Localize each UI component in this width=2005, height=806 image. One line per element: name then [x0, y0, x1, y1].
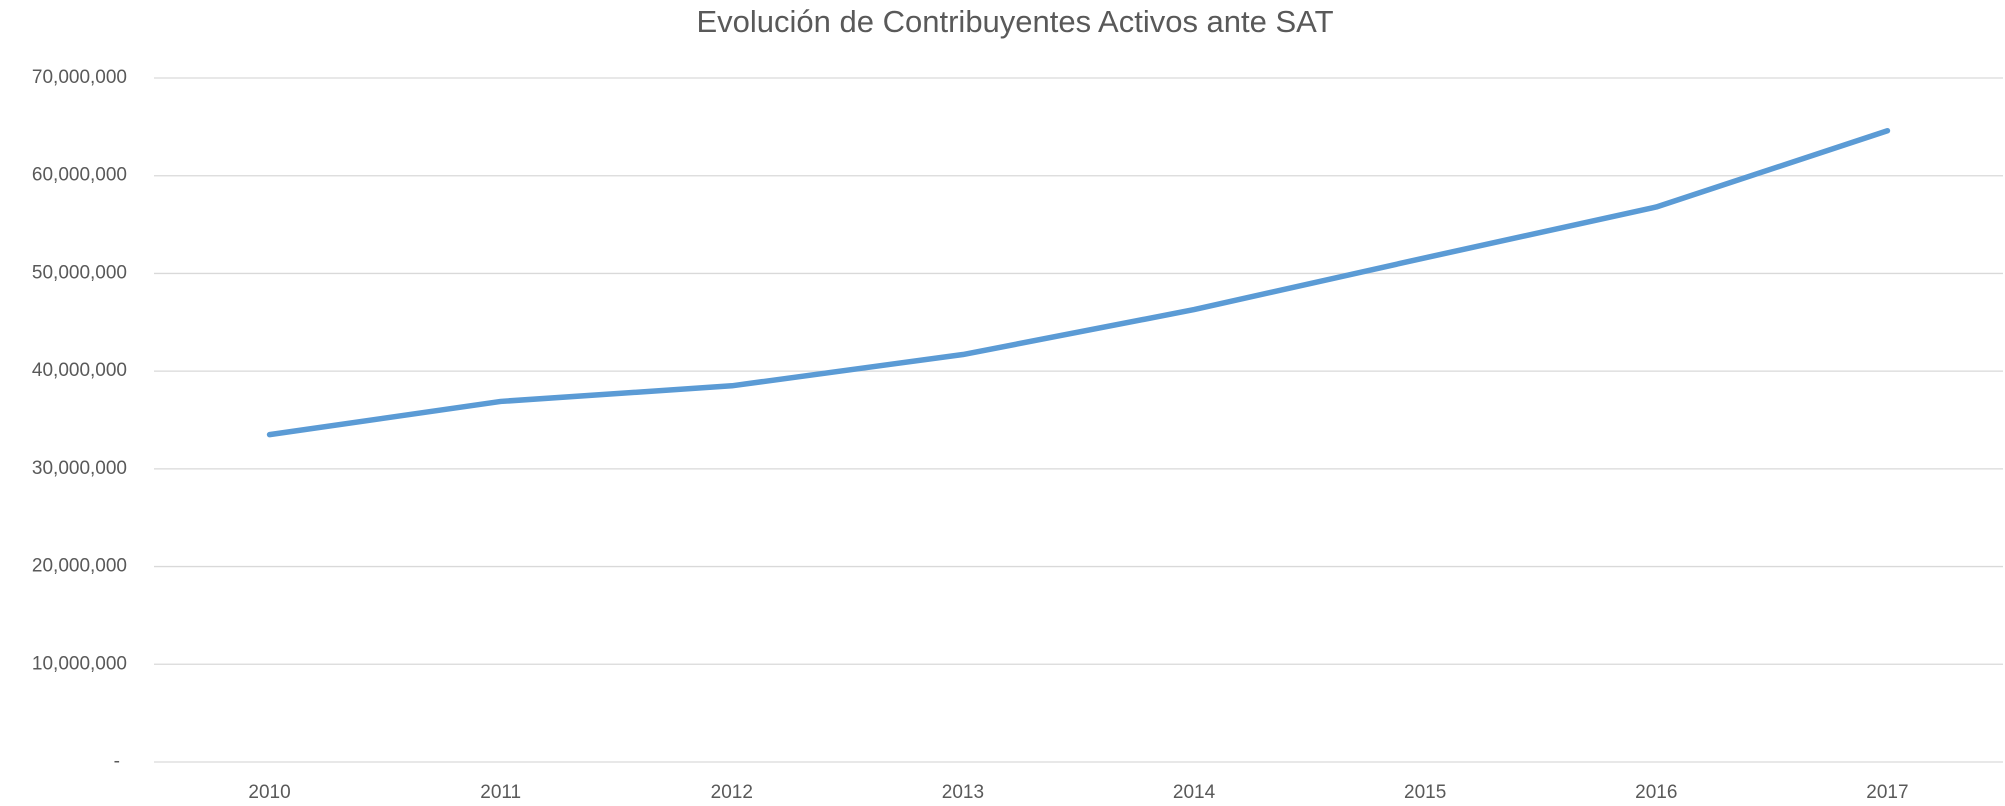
y-tick-label: 30,000,000 [32, 458, 127, 479]
chart-title: Evolución de Contribuyentes Activos ante… [697, 4, 1334, 39]
x-tick-label: 2014 [1173, 782, 1216, 803]
x-tick-label: 2012 [711, 782, 753, 803]
y-tick-label: - [114, 751, 120, 772]
y-tick-label: 20,000,000 [32, 556, 127, 577]
y-tick-label: 50,000,000 [32, 262, 127, 283]
data-line [266, 128, 1891, 438]
y-tick-label: 10,000,000 [32, 653, 127, 674]
x-tick-label: 2016 [1635, 782, 1677, 803]
x-tick-label: 2017 [1866, 782, 1908, 803]
y-tick-label: 70,000,000 [32, 67, 127, 88]
x-tick-label: 2010 [248, 782, 290, 803]
x-tick-label: 2011 [480, 782, 521, 803]
x-tick-label: 2015 [1404, 782, 1446, 803]
y-tick-label: 40,000,000 [32, 360, 127, 381]
y-tick-label: 60,000,000 [32, 165, 127, 186]
x-tick-label: 2013 [942, 782, 984, 803]
